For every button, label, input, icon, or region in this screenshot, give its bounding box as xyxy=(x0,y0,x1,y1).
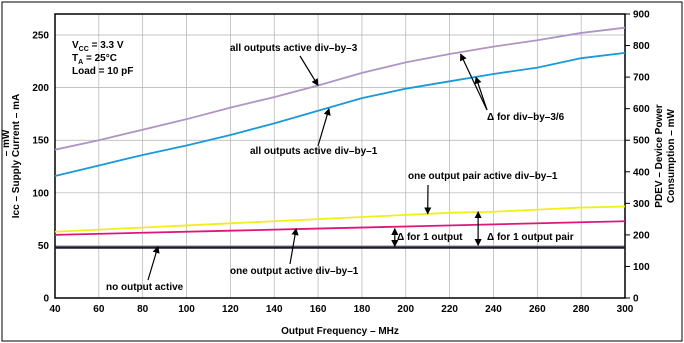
x-tick-label: 300 xyxy=(617,304,634,315)
arrow-all-div3 xyxy=(299,55,319,87)
label-all-div3: all outputs active div–by–3 xyxy=(230,43,358,54)
y2-tick-label: 600 xyxy=(633,104,650,115)
x-tick-label: 120 xyxy=(222,304,239,315)
y-tick-label: 200 xyxy=(32,83,49,94)
y-tick-label: 50 xyxy=(38,241,50,252)
series-lines xyxy=(54,26,626,249)
y-tick-label: 0 xyxy=(43,294,49,305)
x-tick-label: 280 xyxy=(573,304,590,315)
arrow-delta-div36-b xyxy=(474,76,488,111)
y-axis-title: Icc – Supply Current – mA xyxy=(11,94,22,218)
y-tick-label: 250 xyxy=(32,31,49,42)
arrow-single-active xyxy=(289,227,299,265)
x-tick-label: 100 xyxy=(178,304,195,315)
y2-tick-label: 500 xyxy=(633,136,650,147)
series-line-div1 xyxy=(54,52,626,177)
y2-tick-label: 800 xyxy=(633,41,650,52)
x-tick-label: 240 xyxy=(485,304,502,315)
label-all-div1: all outputs active div–by–1 xyxy=(250,146,378,157)
y2-tick-label: 300 xyxy=(633,199,650,210)
series-line-pair xyxy=(54,205,626,233)
label-delta-1-output: Δ for 1 output xyxy=(397,232,463,243)
label-no-output: no output active xyxy=(106,282,184,293)
series-line-single xyxy=(54,220,626,236)
x-tick-label: 60 xyxy=(93,304,105,315)
y-tick-label: 150 xyxy=(32,136,49,147)
x-tick-label: 200 xyxy=(397,304,414,315)
y2-axis-title-line1: PDEV – Device Power xyxy=(654,104,665,207)
tick-labels: 40 60 80 100 120 140 160 180 200 220 240 260 280 3000… xyxy=(32,10,650,316)
label-delta-1-output-pair: Δ for 1 output pair xyxy=(487,232,574,243)
annotation-arrows xyxy=(147,53,488,281)
label-single-active: one output active div–by–1 xyxy=(230,266,359,277)
y2-tick-label: 100 xyxy=(633,262,650,273)
arrow-delta-div36-a xyxy=(460,53,488,111)
grid xyxy=(55,14,625,298)
x-tick-label: 180 xyxy=(354,304,371,315)
y-axis-title-fragment: – mW xyxy=(1,129,12,156)
arrow-all-div1 xyxy=(317,107,331,147)
y2-tick-label: 200 xyxy=(633,230,650,241)
label-pair-active: one output pair active div–by–1 xyxy=(408,171,558,182)
x-tick-label: 220 xyxy=(441,304,458,315)
y2-tick-label: 900 xyxy=(633,10,650,21)
label-delta-div36: Δ for div–by–3/6 xyxy=(487,112,565,123)
condition-load: Load = 10 pF xyxy=(72,66,133,77)
y2-tick-label: 0 xyxy=(633,294,639,305)
arrow-no-output xyxy=(147,245,160,281)
x-tick-label: 260 xyxy=(529,304,546,315)
plot-frame xyxy=(54,13,626,299)
x-axis-title: Output Frequency – MHz xyxy=(281,326,399,337)
condition-vcc: VCC = 3.3 V xyxy=(72,40,124,53)
y2-axis-title-line2: Consumption – mW xyxy=(666,109,677,203)
x-tick-label: 140 xyxy=(266,304,283,315)
condition-ta: TA = 25°C xyxy=(72,53,117,66)
y2-tick-label: 400 xyxy=(633,167,650,178)
x-tick-label: 40 xyxy=(49,304,61,315)
y2-tick-label: 700 xyxy=(633,73,650,84)
y-tick-label: 100 xyxy=(32,188,49,199)
x-tick-label: 160 xyxy=(310,304,327,315)
x-tick-label: 80 xyxy=(137,304,149,315)
series-line-div3 xyxy=(54,26,626,151)
annotations: all outputs active div–by–3 all outputs … xyxy=(106,43,574,293)
